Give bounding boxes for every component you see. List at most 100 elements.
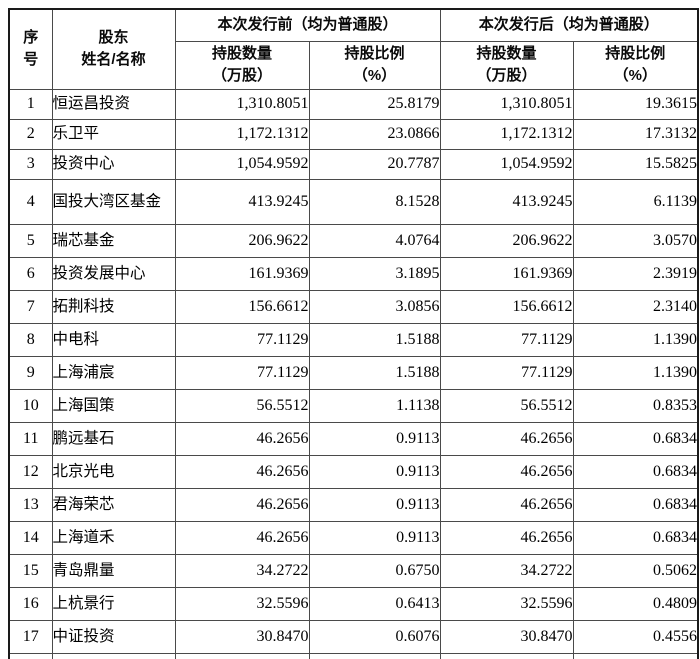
serial-number-cell: 1 bbox=[8, 88, 53, 120]
qty-before-cell: 34.2722 bbox=[174, 553, 310, 588]
pct-after-cell: 0.6834 bbox=[572, 520, 699, 555]
serial-number-cell: 3 bbox=[8, 148, 53, 180]
qty-before-cell: 1,054.9592 bbox=[174, 148, 310, 180]
qty-after-cell: 1,310.8051 bbox=[439, 88, 574, 120]
pct-before-cell: 0.9113 bbox=[308, 487, 441, 522]
qty-before-cell: 77.1129 bbox=[174, 355, 310, 390]
table-row: 14 上海道禾 46.2656 0.9113 46.2656 0.6834 bbox=[8, 520, 699, 555]
shareholder-table: 序 号 股东 姓名/名称 本次发行前（均为普通股） 本次发行后（均为普通股） 持… bbox=[8, 8, 700, 659]
qty-after-cell bbox=[439, 652, 574, 659]
qty-before-cell: 161.9369 bbox=[174, 256, 310, 291]
shareholder-name-cell: 上海道禾 bbox=[51, 520, 176, 555]
qty-before-cell: 206.9622 bbox=[174, 223, 310, 258]
shareholder-name-cell: 瑞芯基金 bbox=[51, 223, 176, 258]
pct-before-cell: 0.9113 bbox=[308, 520, 441, 555]
serial-number-cell: 12 bbox=[8, 454, 53, 489]
table-row-partial bbox=[8, 652, 699, 659]
serial-number-cell: 17 bbox=[8, 619, 53, 654]
pct-after-cell: 2.3140 bbox=[572, 289, 699, 324]
serial-number-cell: 13 bbox=[8, 487, 53, 522]
qty-before-cell: 56.5512 bbox=[174, 388, 310, 423]
pct-after-cell bbox=[572, 652, 699, 659]
qty-after-cell: 206.9622 bbox=[439, 223, 574, 258]
header-row-groups: 序 号 股东 姓名/名称 本次发行前（均为普通股） 本次发行后（均为普通股） bbox=[8, 8, 699, 90]
shareholder-name-cell: 君海荣芯 bbox=[51, 487, 176, 522]
serial-number-cell: 9 bbox=[8, 355, 53, 390]
pct-after-cell: 2.3919 bbox=[572, 256, 699, 291]
table-row: 9 上海浦宸 77.1129 1.5188 77.1129 1.1390 bbox=[8, 355, 699, 390]
table-row: 1 恒运昌投资 1,310.8051 25.8179 1,310.8051 19… bbox=[8, 88, 699, 120]
table-row: 3 投资中心 1,054.9592 20.7787 1,054.9592 15.… bbox=[8, 148, 699, 180]
header-group-before-issuance: 本次发行前（均为普通股） bbox=[174, 8, 441, 42]
shareholder-name-cell: 中证投资 bbox=[51, 619, 176, 654]
qty-before-cell: 46.2656 bbox=[174, 421, 310, 456]
serial-number-cell: 10 bbox=[8, 388, 53, 423]
shareholder-name-cell: 投资中心 bbox=[51, 148, 176, 180]
shareholder-name-cell: 上海浦宸 bbox=[51, 355, 176, 390]
pct-before-cell: 8.1528 bbox=[308, 178, 441, 225]
qty-before-cell: 46.2656 bbox=[174, 454, 310, 489]
shareholder-name-cell: 上杭景行 bbox=[51, 586, 176, 621]
pct-before-cell: 1.5188 bbox=[308, 322, 441, 357]
shareholder-name-cell: 投资发展中心 bbox=[51, 256, 176, 291]
table-row: 6 投资发展中心 161.9369 3.1895 161.9369 2.3919 bbox=[8, 256, 699, 291]
table-row: 5 瑞芯基金 206.9622 4.0764 206.9622 3.0570 bbox=[8, 223, 699, 258]
pct-after-cell: 15.5825 bbox=[572, 148, 699, 180]
qty-after-cell: 46.2656 bbox=[439, 487, 574, 522]
qty-after-cell: 46.2656 bbox=[439, 421, 574, 456]
pct-before-cell: 20.7787 bbox=[308, 148, 441, 180]
qty-after-cell: 30.8470 bbox=[439, 619, 574, 654]
qty-before-cell: 413.9245 bbox=[174, 178, 310, 225]
table-row: 11 鹏远基石 46.2656 0.9113 46.2656 0.6834 bbox=[8, 421, 699, 456]
shareholder-name-cell: 恒运昌投资 bbox=[51, 88, 176, 120]
pct-after-cell: 17.3132 bbox=[572, 118, 699, 150]
shareholder-name-cell bbox=[51, 652, 176, 659]
qty-before-cell: 1,172.1312 bbox=[174, 118, 310, 150]
pct-before-cell: 0.6076 bbox=[308, 619, 441, 654]
pct-before-cell bbox=[308, 652, 441, 659]
table-row: 4 国投大湾区基金 413.9245 8.1528 413.9245 6.113… bbox=[8, 178, 699, 225]
shareholder-name-cell: 鹏远基石 bbox=[51, 421, 176, 456]
serial-number-cell: 15 bbox=[8, 553, 53, 588]
shareholder-name-cell: 上海国策 bbox=[51, 388, 176, 423]
qty-after-cell: 1,172.1312 bbox=[439, 118, 574, 150]
table-row: 8 中电科 77.1129 1.5188 77.1129 1.1390 bbox=[8, 322, 699, 357]
pct-after-cell: 0.6834 bbox=[572, 421, 699, 456]
pct-before-cell: 23.0866 bbox=[308, 118, 441, 150]
header-serial-number: 序 号 bbox=[8, 8, 53, 90]
pct-before-cell: 0.9113 bbox=[308, 421, 441, 456]
pct-after-cell: 0.8353 bbox=[572, 388, 699, 423]
serial-number-cell bbox=[8, 652, 53, 659]
pct-before-cell: 3.1895 bbox=[308, 256, 441, 291]
pct-after-cell: 0.6834 bbox=[572, 454, 699, 489]
table-row: 13 君海荣芯 46.2656 0.9113 46.2656 0.6834 bbox=[8, 487, 699, 522]
pct-before-cell: 0.6413 bbox=[308, 586, 441, 621]
header-qty-before: 持股数量 （万股） bbox=[174, 40, 310, 90]
pct-after-cell: 0.4809 bbox=[572, 586, 699, 621]
pct-before-cell: 3.0856 bbox=[308, 289, 441, 324]
qty-before-cell: 1,310.8051 bbox=[174, 88, 310, 120]
table-header: 序 号 股东 姓名/名称 本次发行前（均为普通股） 本次发行后（均为普通股） 持… bbox=[8, 8, 699, 90]
qty-before-cell: 156.6612 bbox=[174, 289, 310, 324]
pct-before-cell: 1.1138 bbox=[308, 388, 441, 423]
serial-number-cell: 14 bbox=[8, 520, 53, 555]
pct-after-cell: 1.1390 bbox=[572, 355, 699, 390]
qty-after-cell: 1,054.9592 bbox=[439, 148, 574, 180]
qty-after-cell: 413.9245 bbox=[439, 178, 574, 225]
qty-before-cell: 30.8470 bbox=[174, 619, 310, 654]
pct-before-cell: 1.5188 bbox=[308, 355, 441, 390]
qty-after-cell: 77.1129 bbox=[439, 355, 574, 390]
serial-number-cell: 5 bbox=[8, 223, 53, 258]
qty-after-cell: 46.2656 bbox=[439, 454, 574, 489]
qty-after-cell: 56.5512 bbox=[439, 388, 574, 423]
pct-after-cell: 19.3615 bbox=[572, 88, 699, 120]
pct-after-cell: 0.6834 bbox=[572, 487, 699, 522]
header-pct-after: 持股比例 （%） bbox=[572, 40, 699, 90]
table-row: 15 青岛鼎量 34.2722 0.6750 34.2722 0.5062 bbox=[8, 553, 699, 588]
qty-after-cell: 32.5596 bbox=[439, 586, 574, 621]
table-row: 12 北京光电 46.2656 0.9113 46.2656 0.6834 bbox=[8, 454, 699, 489]
qty-before-cell: 46.2656 bbox=[174, 520, 310, 555]
serial-number-cell: 8 bbox=[8, 322, 53, 357]
table-row: 2 乐卫平 1,172.1312 23.0866 1,172.1312 17.3… bbox=[8, 118, 699, 150]
